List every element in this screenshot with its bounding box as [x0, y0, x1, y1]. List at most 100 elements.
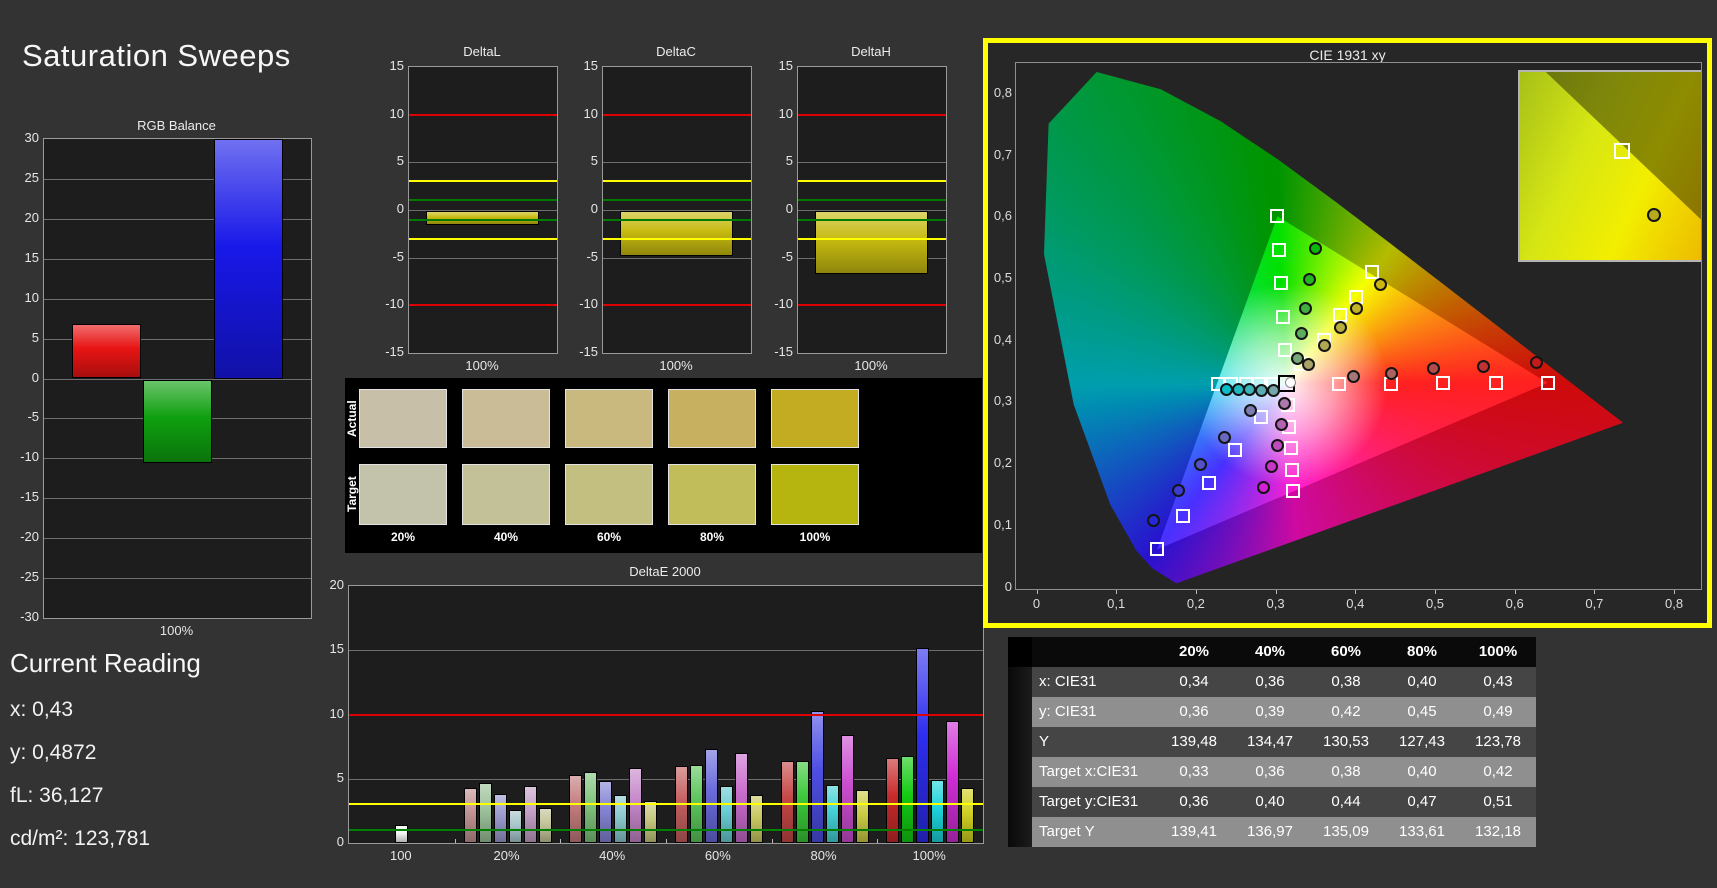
- table-row-handle[interactable]: [1008, 757, 1032, 787]
- swatch-column-label: 80%: [699, 530, 725, 544]
- magenta-measured-marker: [1274, 417, 1288, 431]
- y-tick-label: -15: [774, 344, 793, 359]
- table-row-label: Target y:CIE31: [1039, 793, 1139, 810]
- actual-swatch: [462, 389, 550, 448]
- cie-1931-xy-panel[interactable]: CIE 1931 xy 0 0,1 0,2 0,3 0,4 0,5 0,6 0,7 0,8 0 0,1…: [983, 38, 1712, 628]
- table-row-handle[interactable]: [1008, 727, 1032, 757]
- deltae-bar: [523, 786, 537, 843]
- table-header-handle: [1008, 637, 1032, 667]
- x-tick-label: 0,1: [1107, 596, 1126, 611]
- grid-line: [44, 178, 311, 180]
- x-axis-label: 100%: [659, 358, 693, 373]
- y-tick-label: 10: [24, 289, 39, 305]
- red-target-marker: [1540, 375, 1555, 390]
- table-cell-value: 0,36: [1179, 793, 1209, 810]
- swatch-column-label: 20%: [390, 530, 416, 544]
- magenta-measured-marker: [1256, 481, 1270, 495]
- grid-line: [44, 498, 311, 500]
- y-tick-label: -5: [586, 248, 598, 264]
- blue-measured-marker: [1172, 483, 1186, 497]
- blue-measured-marker: [1146, 513, 1160, 527]
- deltae-bar: [886, 758, 900, 843]
- target-swatch: [668, 464, 756, 525]
- measurement-table[interactable]: 20% 40% 60% 80% 100% x: CIE31 0,34 0,36 0,38 0,40…: [1008, 637, 1536, 847]
- blue-target-marker: [1228, 443, 1243, 458]
- table-row-handle[interactable]: [1008, 667, 1032, 697]
- magenta-target-marker: [1286, 484, 1301, 499]
- table-cell-value: 136,97: [1247, 823, 1293, 840]
- grid-line: [44, 338, 311, 340]
- table-row-handle[interactable]: [1008, 817, 1032, 847]
- delta-h-chart[interactable]: DeltaH -15 -10 -5 0 5 10 15 100%: [767, 44, 949, 376]
- delta-l-chart[interactable]: DeltaL -15 -10 -5 0 5 10 15 100%: [378, 44, 560, 376]
- inset-measured-marker: [1647, 207, 1662, 222]
- cie-chart-title: CIE 1931 xy: [1309, 47, 1386, 63]
- y-tick-label: 5: [785, 153, 793, 169]
- rgb-balance-chart[interactable]: RGB Balance -30 -25 -20 -15 -10 -5 0 5 10 15 20 25 30…: [13, 118, 315, 646]
- deltae-bar: [629, 768, 643, 843]
- table-row-label: Y: [1039, 733, 1050, 750]
- y-tick-label: 10: [389, 105, 404, 121]
- table-cell-value: 0,44: [1331, 793, 1361, 810]
- chart-title: DeltaL: [463, 44, 501, 59]
- table-row-handle[interactable]: [1008, 697, 1032, 727]
- y-tick-label: 25: [24, 169, 39, 185]
- deltae-bar: [395, 825, 409, 843]
- x-axis-label: 100%: [854, 358, 888, 373]
- table-row-handle[interactable]: [1008, 787, 1032, 817]
- chart-title: RGB Balance: [137, 118, 216, 133]
- deltae-bar: [780, 760, 794, 843]
- green-measured-marker: [1294, 327, 1308, 341]
- deltae-bar: [931, 780, 945, 843]
- table-header-cell: 60%: [1330, 643, 1362, 660]
- y-tick-label: -25: [20, 569, 39, 585]
- actual-target-swatch-panel[interactable]: Actual Target 20% 40% 60% 80% 100%: [345, 378, 982, 553]
- page-title: Saturation Sweeps: [22, 38, 291, 73]
- yellow-measured-marker: [1349, 302, 1363, 316]
- chart-plot-area: [43, 138, 312, 619]
- chart-plot-area: [348, 585, 984, 844]
- deltae-bar: [810, 710, 824, 843]
- table-cell-value: 0,33: [1179, 763, 1209, 780]
- red-bar: [72, 324, 141, 379]
- y-tick-label: 15: [389, 58, 404, 73]
- reference-line: [409, 199, 557, 202]
- green-measured-marker: [1298, 302, 1312, 316]
- magenta-measured-marker: [1270, 438, 1284, 452]
- table-cell-value: 0,36: [1179, 703, 1209, 720]
- deltae-bar: [478, 782, 492, 843]
- x-tick-mark: [666, 839, 667, 843]
- table-cell-value: 123,78: [1475, 733, 1521, 750]
- x-tick-mark: [1514, 590, 1516, 594]
- y-tick-label: 15: [24, 249, 39, 265]
- y-tick-label: 0: [1004, 578, 1012, 594]
- delta-e-2000-chart[interactable]: DeltaE 2000 100 20% 40% 60% 80% 100% 0 5 10 15 20: [318, 562, 1000, 864]
- reference-line: [409, 237, 557, 240]
- grid-line: [603, 257, 751, 259]
- table-row-label: x: CIE31: [1039, 673, 1097, 690]
- x-tick-label: 20%: [493, 848, 520, 863]
- blue-bar: [214, 139, 283, 379]
- x-tick-label: 100: [389, 848, 412, 863]
- grid-line: [409, 162, 557, 164]
- green-bar: [143, 379, 212, 463]
- delta-c-chart[interactable]: DeltaC -15 -10 -5 0 5 10 15 100%: [572, 44, 754, 376]
- table-row: Target y:CIE31 0,36 0,40 0,44 0,47 0,51: [1008, 787, 1536, 817]
- table-cell-value: 0,43: [1483, 673, 1513, 690]
- reference-line: [798, 199, 946, 202]
- delta-bar-bar: [426, 211, 539, 226]
- table-header-cell: 80%: [1406, 643, 1438, 660]
- table-row: Target Y 139,41 136,97 135,09 133,61 132,18: [1008, 817, 1536, 847]
- grid-line: [44, 578, 311, 580]
- magenta-measured-marker: [1264, 460, 1278, 474]
- blue-target-marker: [1253, 409, 1268, 424]
- deltae-bar: [704, 749, 718, 843]
- x-tick-label: 0,5: [1425, 596, 1445, 611]
- x-tick-mark: [454, 839, 456, 843]
- red-target-marker: [1331, 376, 1346, 391]
- red-measured-marker: [1529, 356, 1543, 370]
- y-tick-label: -15: [385, 344, 404, 359]
- magenta-target-marker: [1283, 441, 1298, 456]
- target-swatch: [771, 464, 859, 525]
